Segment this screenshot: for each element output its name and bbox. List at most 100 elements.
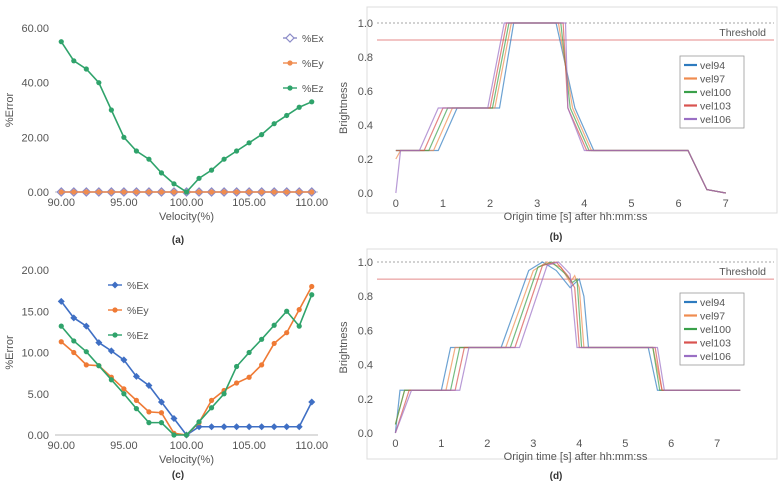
x-tick-label: 90.00: [47, 440, 75, 452]
x-axis-label: Velocity(%): [159, 454, 214, 466]
data-point: [120, 356, 128, 364]
data-point: [96, 80, 102, 86]
data-point: [70, 314, 78, 322]
data-point: [146, 189, 152, 195]
data-point: [271, 189, 277, 195]
data-point: [284, 112, 290, 119]
y-axis-label: %Error: [4, 93, 16, 128]
x-tick-label: 7: [723, 198, 729, 210]
legend-marker: [112, 332, 118, 338]
data-point: [309, 99, 315, 105]
data-point: [133, 406, 140, 412]
data-point: [171, 181, 177, 187]
legend-label: %Ez: [127, 330, 149, 342]
series-line-pct-Ez: [60, 41, 313, 194]
legend-marker: [111, 281, 119, 289]
data-point: [82, 322, 90, 330]
caption-c: (c): [172, 470, 184, 481]
data-point: [270, 423, 278, 431]
data-point: [158, 170, 165, 176]
legend-label: %Ex: [302, 33, 324, 45]
data-point: [283, 423, 291, 431]
data-point: [71, 58, 77, 64]
data-point: [171, 432, 177, 438]
data-point: [271, 121, 277, 127]
data-point: [259, 132, 265, 138]
data-point: [71, 189, 77, 195]
data-point: [158, 189, 165, 195]
y-tick-label: 0.2: [358, 154, 373, 166]
data-point: [107, 347, 115, 355]
data-point: [196, 419, 202, 425]
y-tick-label: 0.4: [358, 360, 373, 372]
y-tick-label: 0.6: [358, 325, 373, 337]
y-tick-label: 20.00: [21, 265, 49, 277]
data-point: [221, 156, 227, 162]
x-tick-label: 6: [668, 438, 674, 450]
y-tick-label: 0.00: [28, 430, 49, 442]
x-tick-label: 2: [484, 438, 490, 450]
data-point: [121, 189, 127, 195]
data-point: [259, 336, 265, 342]
data-point: [183, 432, 190, 438]
legend-label: vel97: [700, 74, 725, 86]
y-tick-label: 0.8: [358, 52, 373, 64]
x-axis-label: Origin time [s] after hh:mm:ss: [504, 451, 648, 463]
data-point: [57, 297, 65, 305]
data-point: [296, 307, 302, 313]
data-point: [308, 398, 316, 406]
data-point: [196, 189, 202, 195]
y-tick-label: 0.0: [358, 428, 373, 440]
x-tick-label: 1: [440, 198, 446, 210]
x-tick-label: 4: [581, 198, 587, 210]
data-point: [233, 380, 240, 386]
legend-label: vel94: [700, 60, 725, 72]
data-point: [208, 405, 215, 411]
data-point: [221, 189, 227, 195]
x-tick-label: 105.00: [232, 440, 266, 452]
y-tick-label: 15.00: [21, 306, 49, 318]
y-tick-label: 1.0: [358, 257, 373, 269]
x-tick-label: 90.00: [47, 197, 75, 209]
data-point: [171, 189, 177, 195]
legend-label: vel100: [700, 324, 731, 336]
series-line-vel106: [394, 261, 741, 434]
data-point: [309, 292, 315, 298]
data-point: [221, 391, 227, 397]
series-line-pct-Ey: [60, 286, 313, 436]
data-point: [271, 340, 277, 347]
data-point: [108, 189, 114, 195]
data-point: [133, 148, 140, 154]
legend-label: vel100: [700, 87, 731, 99]
series-line-vel106: [395, 22, 726, 194]
y-axis-label: Brightness: [338, 321, 350, 373]
data-point: [146, 409, 152, 415]
data-point: [208, 189, 215, 195]
y-tick-label: 0.4: [358, 120, 373, 132]
x-tick-label: 0: [392, 438, 398, 450]
x-tick-label: 110.00: [295, 440, 328, 452]
chart-d: Threshold 0 1 2 3 4 5 6 7 0.0 0.2 0.4 0.6 0.8 1.0 Origi…: [338, 257, 774, 463]
data-point: [121, 391, 127, 397]
legend-label: vel106: [700, 114, 731, 126]
y-tick-label: 60.00: [21, 23, 49, 35]
data-point: [83, 349, 89, 355]
y-tick-label: 5.00: [28, 389, 49, 401]
data-point: [259, 189, 265, 195]
data-point: [133, 397, 140, 403]
data-point: [95, 339, 103, 347]
data-point: [246, 189, 252, 195]
data-point: [71, 349, 77, 356]
data-point: [146, 156, 152, 162]
data-point: [296, 104, 302, 110]
x-tick-label: 0: [393, 198, 399, 210]
data-point: [96, 363, 102, 369]
data-point: [96, 189, 102, 195]
x-tick-label: 1: [438, 438, 444, 450]
legend-label: vel94: [700, 297, 725, 309]
legend-label: vel106: [700, 351, 731, 363]
y-tick-label: 0.6: [358, 86, 373, 98]
y-tick-label: 1.0: [358, 18, 373, 30]
y-tick-label: 40.00: [21, 78, 49, 90]
